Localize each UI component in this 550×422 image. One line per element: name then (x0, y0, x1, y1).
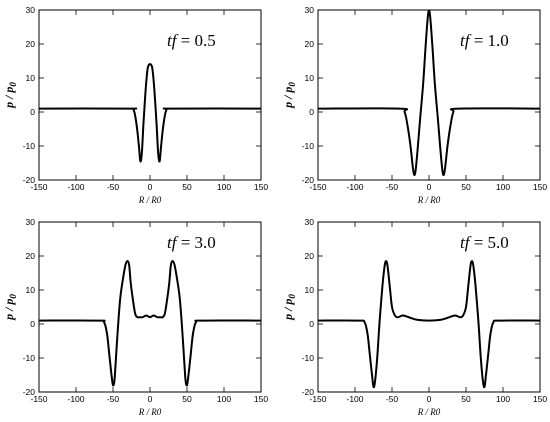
x-axis-label: R / R0 (138, 407, 162, 417)
plot-frame (38, 221, 262, 393)
y-axis-label-main: p (281, 102, 295, 109)
y-axis-label-base: p (2, 299, 16, 306)
y-tick-label: 30 (305, 5, 315, 15)
x-tick-label: -50 (107, 182, 120, 192)
x-tick-label: 150 (254, 182, 268, 192)
x-tick-label: 150 (533, 182, 547, 192)
y-axis-label-sep: / (2, 93, 16, 102)
x-tick-label: -100 (67, 394, 84, 404)
y-tick-label: 10 (26, 73, 36, 83)
y-axis-label-main: p (2, 102, 16, 109)
panel-annotation: tf = 5.0 (460, 233, 509, 252)
y-axis-label-subscript: 0 (8, 294, 18, 299)
annotation-value: = 0.5 (176, 31, 215, 50)
annotation-value: = 5.0 (469, 233, 508, 252)
x-tick-label: -150 (30, 394, 47, 404)
y-axis-label-main: p (281, 314, 295, 321)
x-axis-label: R / R0 (138, 195, 162, 205)
x-tick-label: 150 (533, 394, 547, 404)
y-tick-label: 10 (305, 285, 315, 295)
x-tick-label: 0 (427, 394, 432, 404)
x-tick-label: -100 (346, 182, 363, 192)
x-tick-label: -150 (309, 182, 326, 192)
x-tick-label: 0 (148, 394, 153, 404)
x-tick-label: -50 (386, 394, 399, 404)
y-tick-label: 0 (309, 107, 314, 117)
y-tick-label: 30 (305, 217, 315, 227)
y-tick-label: 20 (305, 39, 315, 49)
x-tick-label: 50 (461, 182, 471, 192)
y-tick-label: -20 (302, 175, 315, 185)
y-tick-label: -10 (23, 353, 36, 363)
annotation-variable: tf (167, 31, 179, 50)
x-tick-label: -100 (67, 182, 84, 192)
y-tick-label: 10 (305, 73, 315, 83)
x-tick-label: 50 (182, 394, 192, 404)
annotation-variable: tf (460, 31, 472, 50)
y-tick-label: 0 (30, 107, 35, 117)
annotation-value: = 1.0 (469, 31, 508, 50)
y-tick-label: 0 (30, 319, 35, 329)
x-tick-label: 150 (254, 394, 268, 404)
x-tick-label: 100 (496, 182, 510, 192)
x-axis-label: R / R0 (417, 407, 441, 417)
y-tick-label: 20 (26, 251, 36, 261)
y-axis-label: p / p0 (281, 294, 297, 321)
y-tick-label: 10 (26, 285, 36, 295)
x-axis-label: R / R0 (417, 195, 441, 205)
series-line-1 (318, 10, 540, 177)
x-tick-label: 50 (461, 394, 471, 404)
y-tick-label: -20 (23, 387, 36, 397)
annotation-variable: tf (460, 233, 472, 252)
y-axis-label-subscript: 0 (8, 82, 18, 87)
x-tick-label: 0 (427, 182, 432, 192)
y-tick-label: -10 (302, 141, 315, 151)
y-axis-label: p / p0 (281, 82, 297, 109)
annotation-variable: tf (167, 233, 179, 252)
y-axis-label-base: p (2, 87, 16, 94)
y-axis-label-sep: / (281, 305, 295, 314)
y-tick-label: -20 (23, 175, 36, 185)
x-tick-label: 0 (148, 182, 153, 192)
series-line-1 (39, 260, 261, 387)
panel-annotation: tf = 0.5 (167, 31, 216, 50)
x-tick-label: 100 (496, 394, 510, 404)
y-axis-label: p / p0 (2, 82, 18, 109)
y-tick-label: 0 (309, 319, 314, 329)
x-tick-label: 100 (217, 394, 231, 404)
x-tick-label: -50 (386, 182, 399, 192)
annotation-value: = 3.0 (176, 233, 215, 252)
x-tick-label: -150 (30, 182, 47, 192)
y-axis-label-sep: / (2, 305, 16, 314)
x-tick-label: 100 (217, 182, 231, 192)
y-tick-label: -10 (302, 353, 315, 363)
y-tick-label: 30 (26, 5, 36, 15)
y-axis-label-subscript: 0 (287, 294, 297, 299)
y-tick-label: -20 (302, 387, 315, 397)
x-tick-label: -100 (346, 394, 363, 404)
plot-frame (38, 9, 262, 181)
x-tick-label: 50 (182, 182, 192, 192)
y-tick-label: 20 (305, 251, 315, 261)
x-tick-label: -50 (107, 394, 120, 404)
y-axis-label-main: p (2, 314, 16, 321)
x-tick-label: -150 (309, 394, 326, 404)
y-axis-label-base: p (281, 87, 295, 94)
panel-annotation: tf = 1.0 (460, 31, 509, 50)
y-tick-label: 30 (26, 217, 36, 227)
y-axis-label-subscript: 0 (287, 82, 297, 87)
series-line-1 (39, 63, 261, 163)
y-axis-label-base: p (281, 299, 295, 306)
y-tick-label: 20 (26, 39, 36, 49)
y-axis-label: p / p0 (2, 294, 18, 321)
y-axis-label-sep: / (281, 93, 295, 102)
y-tick-label: -10 (23, 141, 36, 151)
panel-annotation: tf = 3.0 (167, 233, 216, 252)
series-line-1 (318, 260, 540, 389)
